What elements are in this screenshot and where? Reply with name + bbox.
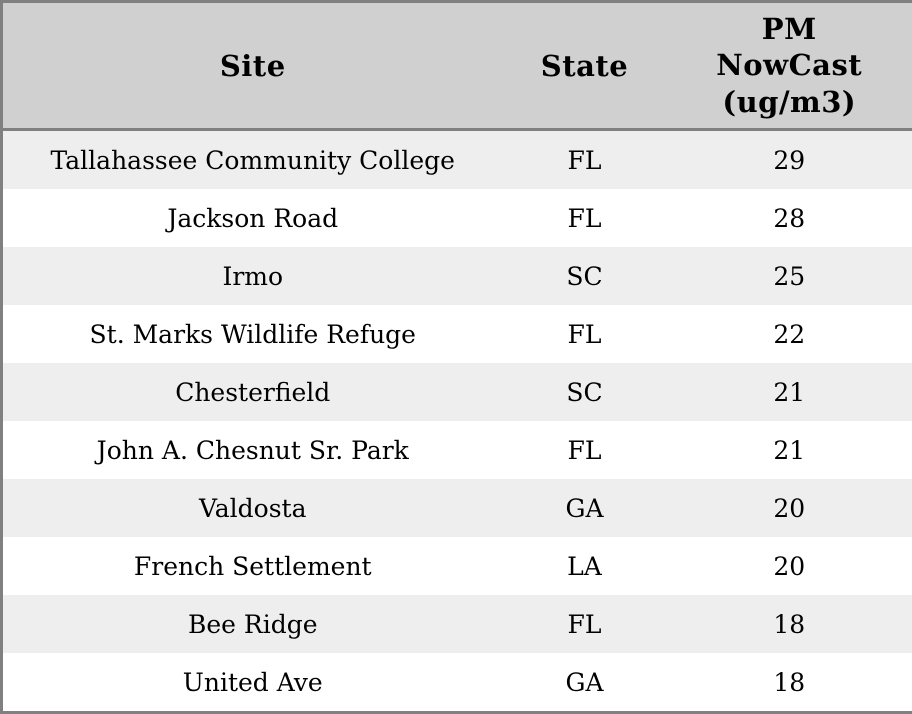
column-header-state: State [503, 2, 667, 130]
site-cell: French Settlement [2, 537, 503, 595]
site-cell: Chesterfield [2, 363, 503, 421]
state-cell: FL [503, 305, 667, 363]
state-cell: FL [503, 595, 667, 653]
table-row: Irmo SC 25 [2, 247, 912, 305]
state-cell: GA [503, 479, 667, 537]
site-cell: Tallahassee Community College [2, 130, 503, 190]
pm-value-cell: 28 [667, 189, 912, 247]
table-row: French Settlement LA 20 [2, 537, 912, 595]
site-cell: United Ave [2, 653, 503, 713]
table-row: Jackson Road FL 28 [2, 189, 912, 247]
state-cell: GA [503, 653, 667, 713]
state-cell: FL [503, 130, 667, 190]
pm-value-cell: 18 [667, 595, 912, 653]
table-row: Tallahassee Community College FL 29 [2, 130, 912, 190]
state-cell: FL [503, 421, 667, 479]
pm-value-cell: 18 [667, 653, 912, 713]
site-cell: Jackson Road [2, 189, 503, 247]
pm-value-cell: 29 [667, 130, 912, 190]
column-header-site-label: Site [220, 49, 286, 83]
pm-value-cell: 25 [667, 247, 912, 305]
table-header-row: Site State PM NowCast (ug/m3) [2, 2, 912, 130]
pm-header-line-2: NowCast [667, 47, 912, 83]
site-cell: St. Marks Wildlife Refuge [2, 305, 503, 363]
table-row: John A. Chesnut Sr. Park FL 21 [2, 421, 912, 479]
pm-value-cell: 20 [667, 537, 912, 595]
table-row: United Ave GA 18 [2, 653, 912, 713]
state-cell: LA [503, 537, 667, 595]
pm-header-line-3: (ug/m3) [667, 84, 912, 120]
column-header-site: Site [2, 2, 503, 130]
column-header-state-label: State [541, 49, 628, 83]
pm-value-cell: 21 [667, 363, 912, 421]
table-row: Bee Ridge FL 18 [2, 595, 912, 653]
table-row: Valdosta GA 20 [2, 479, 912, 537]
site-cell: John A. Chesnut Sr. Park [2, 421, 503, 479]
column-header-pm-nowcast: PM NowCast (ug/m3) [667, 2, 912, 130]
site-cell: Irmo [2, 247, 503, 305]
pm-value-cell: 21 [667, 421, 912, 479]
pm-header-line-1: PM [667, 11, 912, 47]
pm-value-cell: 22 [667, 305, 912, 363]
state-cell: SC [503, 363, 667, 421]
table-row: Chesterfield SC 21 [2, 363, 912, 421]
site-cell: Valdosta [2, 479, 503, 537]
state-cell: SC [503, 247, 667, 305]
state-cell: FL [503, 189, 667, 247]
pm-value-cell: 20 [667, 479, 912, 537]
table-row: St. Marks Wildlife Refuge FL 22 [2, 305, 912, 363]
site-cell: Bee Ridge [2, 595, 503, 653]
